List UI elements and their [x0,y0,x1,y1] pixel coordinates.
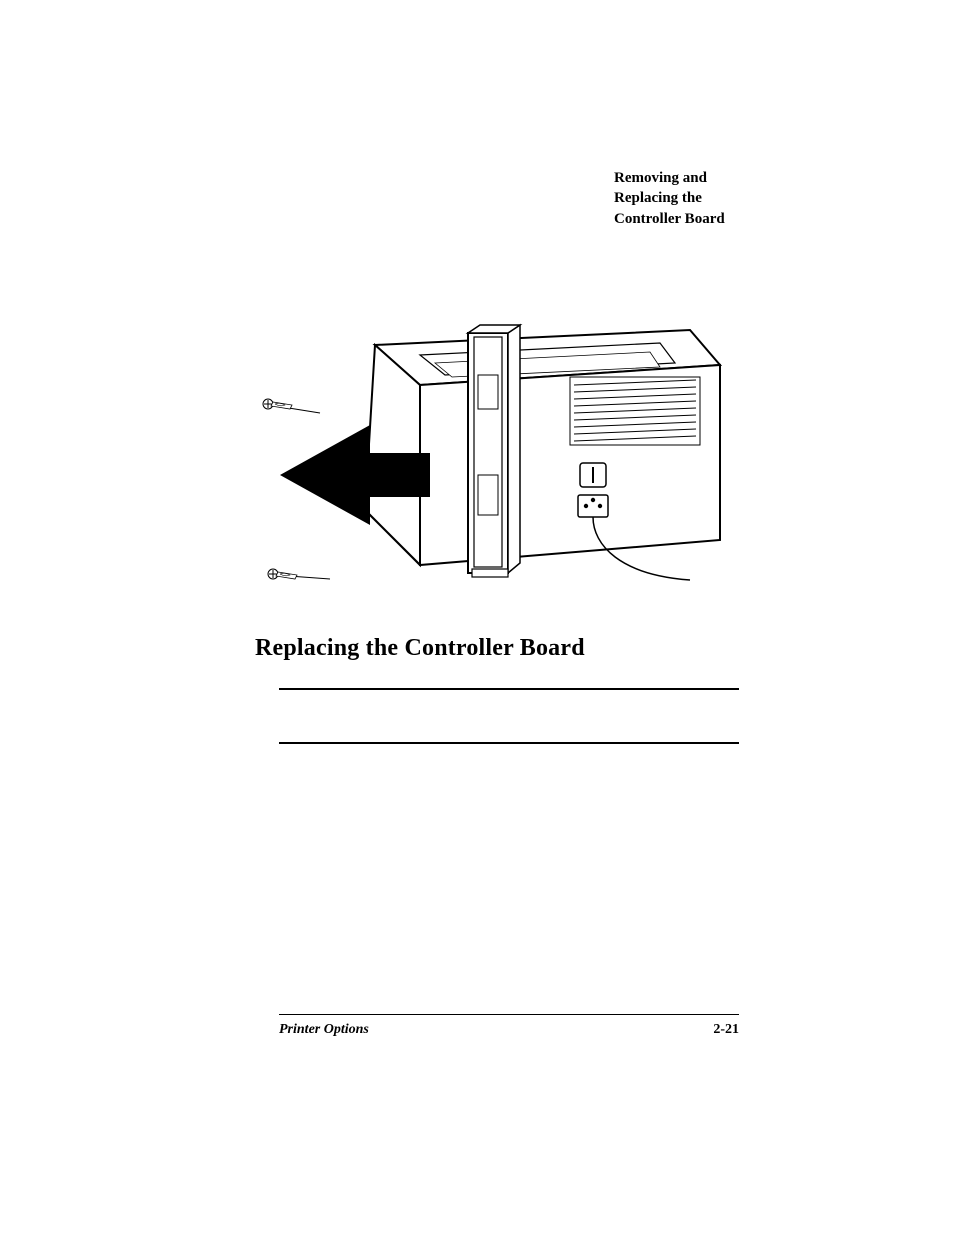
rule-bottom [279,1014,739,1015]
footer-page-number: 2-21 [713,1022,739,1038]
document-page: Removing and Replacing the Controller Bo… [0,0,954,1235]
screw-bottom [268,569,330,579]
screw-top [263,399,320,413]
section-heading: Replacing the Controller Board [255,635,585,662]
running-header-line2: Replacing the [614,188,814,208]
printer-controller-figure [220,285,740,605]
running-header: Removing and Replacing the Controller Bo… [614,168,814,229]
printer-illustration-svg [220,285,740,605]
rule-top [279,688,739,690]
running-header-line1: Removing and [614,168,814,188]
rule-mid [279,742,739,744]
running-header-line3: Controller Board [614,209,814,229]
footer-section-title: Printer Options [279,1022,369,1038]
